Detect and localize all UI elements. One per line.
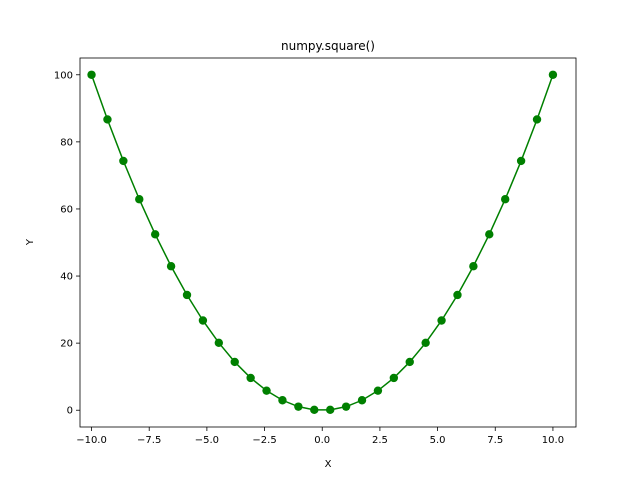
y-tick-label: 100 — [54, 70, 73, 81]
data-point — [246, 373, 255, 383]
data-point — [437, 316, 446, 325]
data-point — [421, 338, 430, 347]
x-tick-label: 10.0 — [542, 435, 564, 446]
data-point — [357, 396, 367, 405]
data-point — [453, 290, 462, 300]
data-point — [469, 262, 478, 271]
x-tick-label: 0.0 — [314, 435, 330, 446]
chart-title: numpy.square() — [281, 39, 375, 53]
data-point — [150, 230, 160, 239]
data-point — [516, 156, 526, 166]
data-point — [389, 373, 399, 383]
plot-area — [87, 70, 558, 415]
x-axis-label: X — [325, 459, 332, 470]
x-tick-label: −7.5 — [137, 435, 161, 446]
data-point — [501, 195, 510, 204]
data-point — [230, 357, 239, 367]
plot-frame — [79, 57, 577, 428]
data-point — [325, 405, 335, 415]
data-point — [278, 396, 287, 405]
x-tick-label: −5.0 — [195, 435, 219, 446]
data-point — [373, 386, 383, 395]
data-point — [532, 115, 542, 124]
data-point — [214, 338, 224, 347]
y-axis-label: Y — [25, 238, 36, 246]
y-tick-label: 80 — [60, 137, 73, 148]
y-tick-label: 60 — [60, 204, 73, 215]
x-tick-label: 2.5 — [372, 435, 388, 446]
data-point — [135, 195, 144, 204]
y-tick-label: 40 — [60, 272, 73, 283]
data-point — [294, 402, 303, 411]
data-point — [341, 402, 351, 411]
data-point — [87, 70, 96, 79]
x-tick-label: 5.0 — [430, 435, 446, 446]
y-tick-label: 20 — [60, 339, 73, 350]
y-tick-label: 0 — [67, 406, 73, 417]
axes: −10.0 −7.5 −5.0 −2.5 0.0 2.5 5.0 7.5 10.0 0 20 40 60… — [54, 57, 577, 446]
x-tick-label: −10.0 — [76, 435, 107, 446]
data-point — [166, 262, 176, 271]
data-point — [262, 386, 271, 395]
data-point — [310, 405, 319, 415]
data-point — [485, 230, 494, 239]
series-line — [90, 74, 554, 411]
x-tick-label: 7.5 — [487, 435, 503, 446]
x-tick-label: −2.5 — [252, 435, 276, 446]
data-point — [198, 316, 208, 325]
data-point — [182, 290, 192, 300]
data-point — [119, 156, 128, 166]
data-point — [548, 70, 558, 79]
data-point — [405, 357, 414, 367]
data-point — [103, 115, 112, 124]
